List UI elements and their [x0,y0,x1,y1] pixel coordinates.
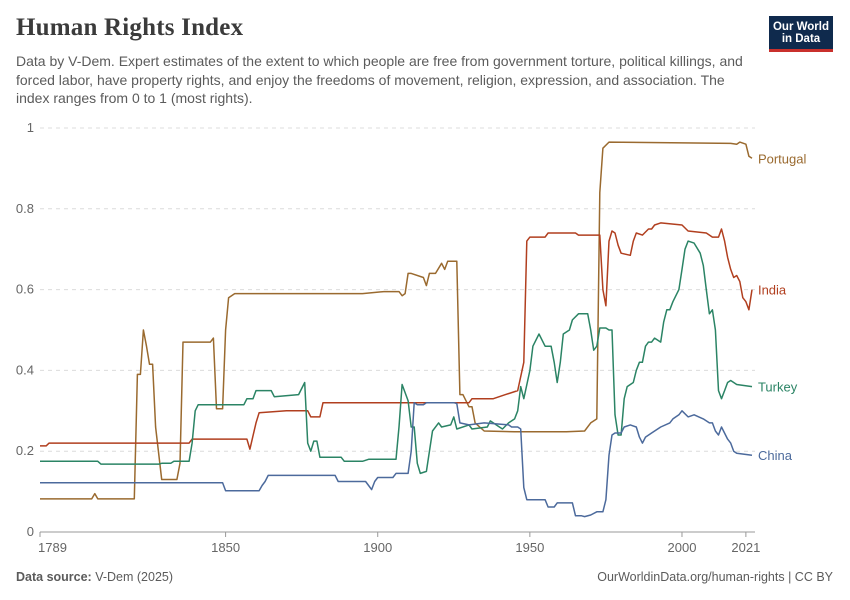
y-tick-label: 0.8 [16,201,34,216]
y-tick-label: 0.6 [16,282,34,297]
x-tick-label: 2021 [731,540,760,555]
series-label-china: China [758,448,793,463]
axis-layer: 0 0.2 0.4 0.6 0.8 1 1789 1850 1900 1950 2000 2021 [16,120,760,555]
y-tick-label: 1 [27,120,34,135]
series-line-turkey [40,240,753,475]
chart-title: Human Rights Index [16,14,244,41]
owid-logo[interactable]: Our World in Data [769,16,833,52]
y-tick-label: 0 [27,524,34,539]
data-source-label: Data source: [16,570,92,584]
series-layer [40,141,753,518]
x-tick-label: 1950 [515,540,544,555]
chart-subtitle: Data by V-Dem. Expert estimates of the e… [16,53,743,106]
x-tick-label: 1789 [38,540,67,555]
logo-line-2: in Data [781,32,821,45]
y-tick-label: 0.4 [16,362,34,377]
y-tick-label: 0.2 [16,443,34,458]
series-label-portugal: Portugal [758,151,807,166]
line-chart: 0 0.2 0.4 0.6 0.8 1 1789 1850 1900 1950 2000 2021 P… [16,120,807,555]
series-label-turkey: Turkey [758,380,798,395]
source-url-license[interactable]: OurWorldinData.org/human-rights | CC BY [597,570,833,584]
label-layer: Portugal India Turkey China [758,151,807,463]
x-tick-label: 1850 [211,540,240,555]
logo-line-1: Our World [772,20,829,33]
series-line-portugal [40,141,753,500]
series-label-india: India [758,283,787,298]
series-line-india [40,222,753,450]
x-tick-label: 2000 [668,540,697,555]
data-source: Data source: V-Dem (2025) [16,570,173,584]
data-source-value: V-Dem (2025) [95,570,174,584]
x-tick-label: 1900 [363,540,392,555]
series-line-china [40,401,753,518]
